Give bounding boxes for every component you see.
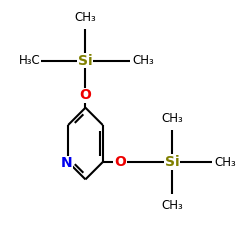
Text: CH₃: CH₃ (161, 199, 183, 212)
Text: O: O (80, 88, 92, 102)
Text: CH₃: CH₃ (214, 156, 236, 168)
Text: O: O (114, 155, 126, 169)
Text: CH₃: CH₃ (132, 54, 154, 67)
Text: H₃C: H₃C (19, 54, 41, 67)
Text: Si: Si (165, 155, 179, 169)
Text: Si: Si (78, 54, 93, 68)
Text: CH₃: CH₃ (161, 112, 183, 125)
Text: CH₃: CH₃ (74, 11, 96, 24)
Text: N: N (61, 156, 73, 170)
